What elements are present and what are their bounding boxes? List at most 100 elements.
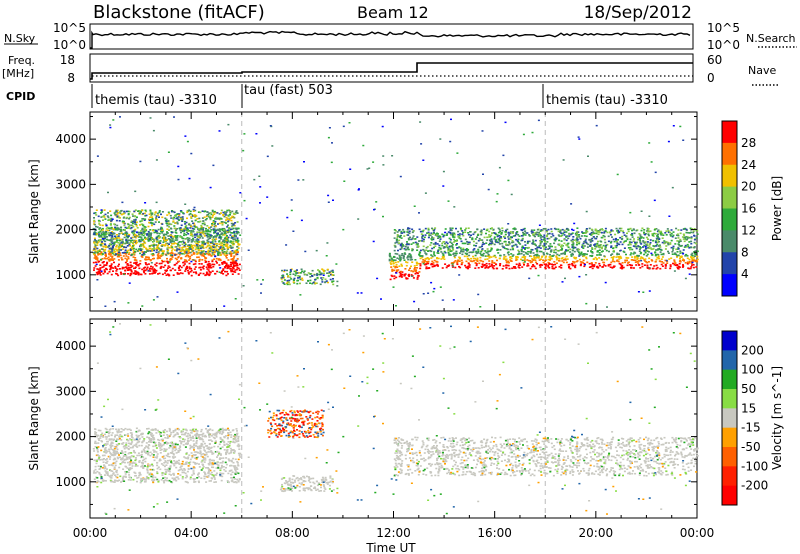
echo-pixel (118, 220, 121, 222)
echo-pixel (122, 229, 125, 231)
echo-pixel (214, 255, 217, 258)
echo-pixel (414, 238, 417, 240)
echo-pixel (403, 273, 406, 276)
echo-pixel (303, 161, 305, 163)
echo-pixel (196, 235, 199, 237)
echo-pixel (154, 263, 157, 266)
y-tick-label: 2000 (55, 223, 86, 237)
echo-pixel (151, 248, 154, 250)
echo-pixel (134, 261, 137, 264)
echo-pixel (136, 264, 139, 266)
echo-pixel (682, 139, 685, 141)
echo-pixel (603, 238, 606, 241)
echo-pixel (397, 235, 400, 237)
echo-pixel (184, 268, 187, 271)
echo-pixel (476, 260, 479, 263)
echo-pixel (316, 274, 319, 276)
echo-pixel (150, 262, 153, 264)
echo-pixel (125, 210, 128, 213)
echo-pixel (452, 249, 455, 251)
echo-pixel (130, 253, 133, 256)
echo-pixel (690, 237, 693, 240)
echo-pixel (486, 239, 489, 241)
echo-pixel (112, 232, 115, 235)
echo-pixel (174, 456, 177, 458)
echo-pixel (97, 261, 100, 263)
echo-pixel (504, 121, 507, 124)
echo-pixel (160, 227, 163, 229)
echo-pixel (214, 231, 217, 233)
echo-pixel (460, 228, 463, 231)
echo-pixel (167, 151, 170, 153)
echo-pixel (229, 244, 232, 247)
echo-pixel (233, 251, 236, 254)
echo-pixel (148, 235, 151, 237)
echo-pixel (534, 233, 537, 235)
echo-pixel (134, 223, 137, 225)
echo-pixel (128, 251, 131, 254)
echo-pixel (266, 196, 269, 198)
echo-pixel (217, 251, 220, 254)
echo-pixel (213, 258, 216, 260)
echo-pixel (131, 239, 134, 242)
echo-pixel (197, 476, 200, 478)
echo-pixel (327, 275, 330, 277)
echo-pixel (179, 236, 182, 238)
echo-pixel (460, 263, 463, 266)
echo-pixel (157, 214, 160, 216)
echo-pixel (623, 234, 626, 236)
echo-pixel (414, 267, 416, 269)
echo-pixel (602, 234, 605, 237)
echo-pixel (684, 238, 687, 240)
echo-pixel (108, 438, 111, 440)
echo-pixel (622, 266, 625, 269)
echo-pixel (111, 248, 113, 250)
echo-pixel (391, 268, 394, 271)
echo-pixel (215, 244, 218, 247)
echo-pixel (400, 254, 403, 257)
echo-pixel (480, 260, 483, 262)
echo-pixel (516, 246, 519, 248)
echo-pixel (101, 215, 104, 218)
echo-pixel (580, 251, 583, 254)
echo-pixel (216, 212, 219, 214)
echo-pixel (193, 253, 196, 255)
echo-pixel (422, 262, 425, 265)
echo-pixel (523, 264, 525, 266)
echo-pixel (164, 272, 167, 274)
echo-pixel (618, 243, 621, 246)
echo-pixel (212, 466, 215, 469)
echo-pixel (495, 238, 497, 241)
echo-pixel (398, 271, 401, 274)
echo-pixel (223, 241, 226, 243)
echo-pixel (431, 247, 434, 250)
echo-pixel (220, 244, 223, 247)
echo-pixel (517, 233, 520, 236)
echo-pixel (170, 254, 173, 256)
echo-pixel (516, 256, 519, 258)
echo-pixel (232, 265, 235, 268)
echo-pixel (511, 245, 514, 247)
echo-pixel (158, 232, 161, 235)
echo-pixel (357, 189, 360, 191)
echo-pixel (113, 261, 115, 264)
echo-pixel (173, 474, 175, 476)
echo-pixel (544, 256, 547, 259)
echo-pixel (639, 235, 642, 238)
echo-pixel (209, 235, 212, 238)
echo-pixel (498, 257, 501, 260)
echo-pixel (155, 265, 158, 267)
echo-pixel (474, 267, 477, 269)
echo-pixel (211, 270, 214, 272)
echo-pixel (105, 268, 108, 271)
echo-pixel (669, 243, 672, 245)
echo-pixel (670, 232, 673, 235)
echo-pixel (451, 235, 454, 237)
echo-pixel (205, 230, 208, 233)
echo-pixel (526, 265, 529, 267)
echo-pixel (498, 234, 501, 237)
echo-pixel (189, 210, 192, 213)
echo-pixel (488, 263, 491, 265)
echo-pixel (439, 248, 442, 251)
echo-pixel (409, 254, 412, 256)
